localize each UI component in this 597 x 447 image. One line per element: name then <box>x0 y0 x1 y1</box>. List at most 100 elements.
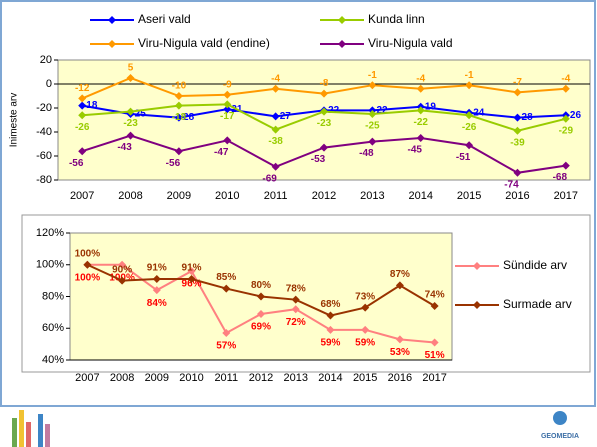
marker <box>561 114 570 123</box>
value-label: -22 <box>373 105 388 116</box>
value-label: -24 <box>470 107 485 118</box>
marker <box>320 143 328 152</box>
marker <box>513 126 522 135</box>
x-tick-label: 2012 <box>249 372 273 384</box>
marker <box>368 137 377 146</box>
legend-label: Viru-Nigula vald <box>368 36 453 50</box>
marker <box>326 325 335 334</box>
marker <box>126 107 135 116</box>
value-label: 87% <box>390 269 410 280</box>
marker <box>320 107 328 116</box>
x-tick-label: 2016 <box>505 190 529 202</box>
value-label: -18 <box>83 100 98 111</box>
marker <box>223 90 232 99</box>
marker <box>126 74 135 82</box>
marker <box>430 302 439 311</box>
value-label: 100% <box>75 272 101 283</box>
legend-marker <box>473 262 481 270</box>
marker <box>83 260 92 269</box>
value-label: 59% <box>355 337 375 348</box>
value-label: -7 <box>513 77 522 88</box>
value-label: 100% <box>75 248 101 259</box>
marker <box>368 81 377 90</box>
value-label: 68% <box>320 299 340 310</box>
x-tick-label: 2014 <box>318 372 342 384</box>
legend-marker <box>473 301 481 309</box>
marker <box>395 281 404 290</box>
marker <box>320 89 328 98</box>
x-tick-label: 2011 <box>214 372 238 384</box>
y-axis-label: Inimeste arv <box>9 93 20 147</box>
marker <box>78 147 87 156</box>
value-label: 78% <box>286 283 306 294</box>
value-label: -27 <box>276 111 291 122</box>
x-tick-label: 2009 <box>145 372 169 384</box>
value-label: -28 <box>180 112 195 123</box>
marker <box>271 162 280 171</box>
value-label: -18 <box>172 112 187 123</box>
legend-label: Kunda linn <box>368 12 425 26</box>
x-tick-label: 2016 <box>388 372 412 384</box>
marker <box>152 286 161 295</box>
value-label: -9 <box>223 79 232 90</box>
legend-label: Sündide arv <box>503 258 567 272</box>
y-tick-label: 20 <box>40 54 52 66</box>
value-label: -10 <box>172 81 187 92</box>
marker <box>152 275 161 284</box>
marker <box>368 110 377 118</box>
value-label: -47 <box>214 147 229 158</box>
x-tick-label: 2009 <box>167 190 191 202</box>
value-label: -29 <box>559 125 574 136</box>
y-tick-label: 60% <box>42 322 64 334</box>
x-tick-label: 2017 <box>554 190 578 202</box>
x-tick-label: 2008 <box>118 190 142 202</box>
value-label: 74% <box>425 290 445 301</box>
marker <box>187 275 196 284</box>
value-label: 73% <box>355 291 375 302</box>
x-tick-label: 2013 <box>360 190 384 202</box>
value-label: 72% <box>286 317 306 328</box>
value-label: -4 <box>416 73 425 84</box>
value-label: -56 <box>166 158 181 169</box>
value-label: -51 <box>456 152 471 163</box>
legend-label: Aseri vald <box>138 12 191 26</box>
value-label: 5 <box>128 63 134 74</box>
marker <box>222 329 231 338</box>
value-label: -25 <box>365 121 380 132</box>
x-tick-label: 2012 <box>312 190 336 202</box>
value-label: -8 <box>320 78 329 89</box>
marker <box>174 113 183 122</box>
x-tick-label: 2011 <box>264 190 288 202</box>
marker <box>361 303 370 312</box>
legend-marker <box>338 16 346 24</box>
value-label: 91% <box>182 263 202 274</box>
y-tick-label: -60 <box>36 150 52 162</box>
value-label: 69% <box>251 322 271 333</box>
value-label: -12 <box>75 83 90 94</box>
value-label: -26 <box>75 122 90 133</box>
value-label: 85% <box>216 272 236 283</box>
marker <box>174 147 183 156</box>
x-tick-label: 2013 <box>283 372 307 384</box>
legend-marker <box>108 16 116 24</box>
value-label: -1 <box>465 70 474 81</box>
value-label: 91% <box>147 263 167 274</box>
marker <box>78 111 87 120</box>
value-label: -25 <box>131 109 146 120</box>
y-tick-label: 120% <box>36 227 64 239</box>
marker <box>223 105 232 114</box>
plot-area <box>57 59 591 181</box>
marker <box>430 338 439 347</box>
value-label: 90% <box>112 264 132 275</box>
value-label: -22 <box>414 117 429 128</box>
marker <box>416 134 425 142</box>
value-label: -23 <box>123 118 138 129</box>
value-label: -69 <box>262 173 277 184</box>
marker <box>513 168 522 177</box>
value-label: -19 <box>422 101 437 112</box>
x-tick-label: 2010 <box>215 190 239 202</box>
x-tick-label: 2008 <box>110 372 134 384</box>
value-label: -4 <box>561 73 570 84</box>
